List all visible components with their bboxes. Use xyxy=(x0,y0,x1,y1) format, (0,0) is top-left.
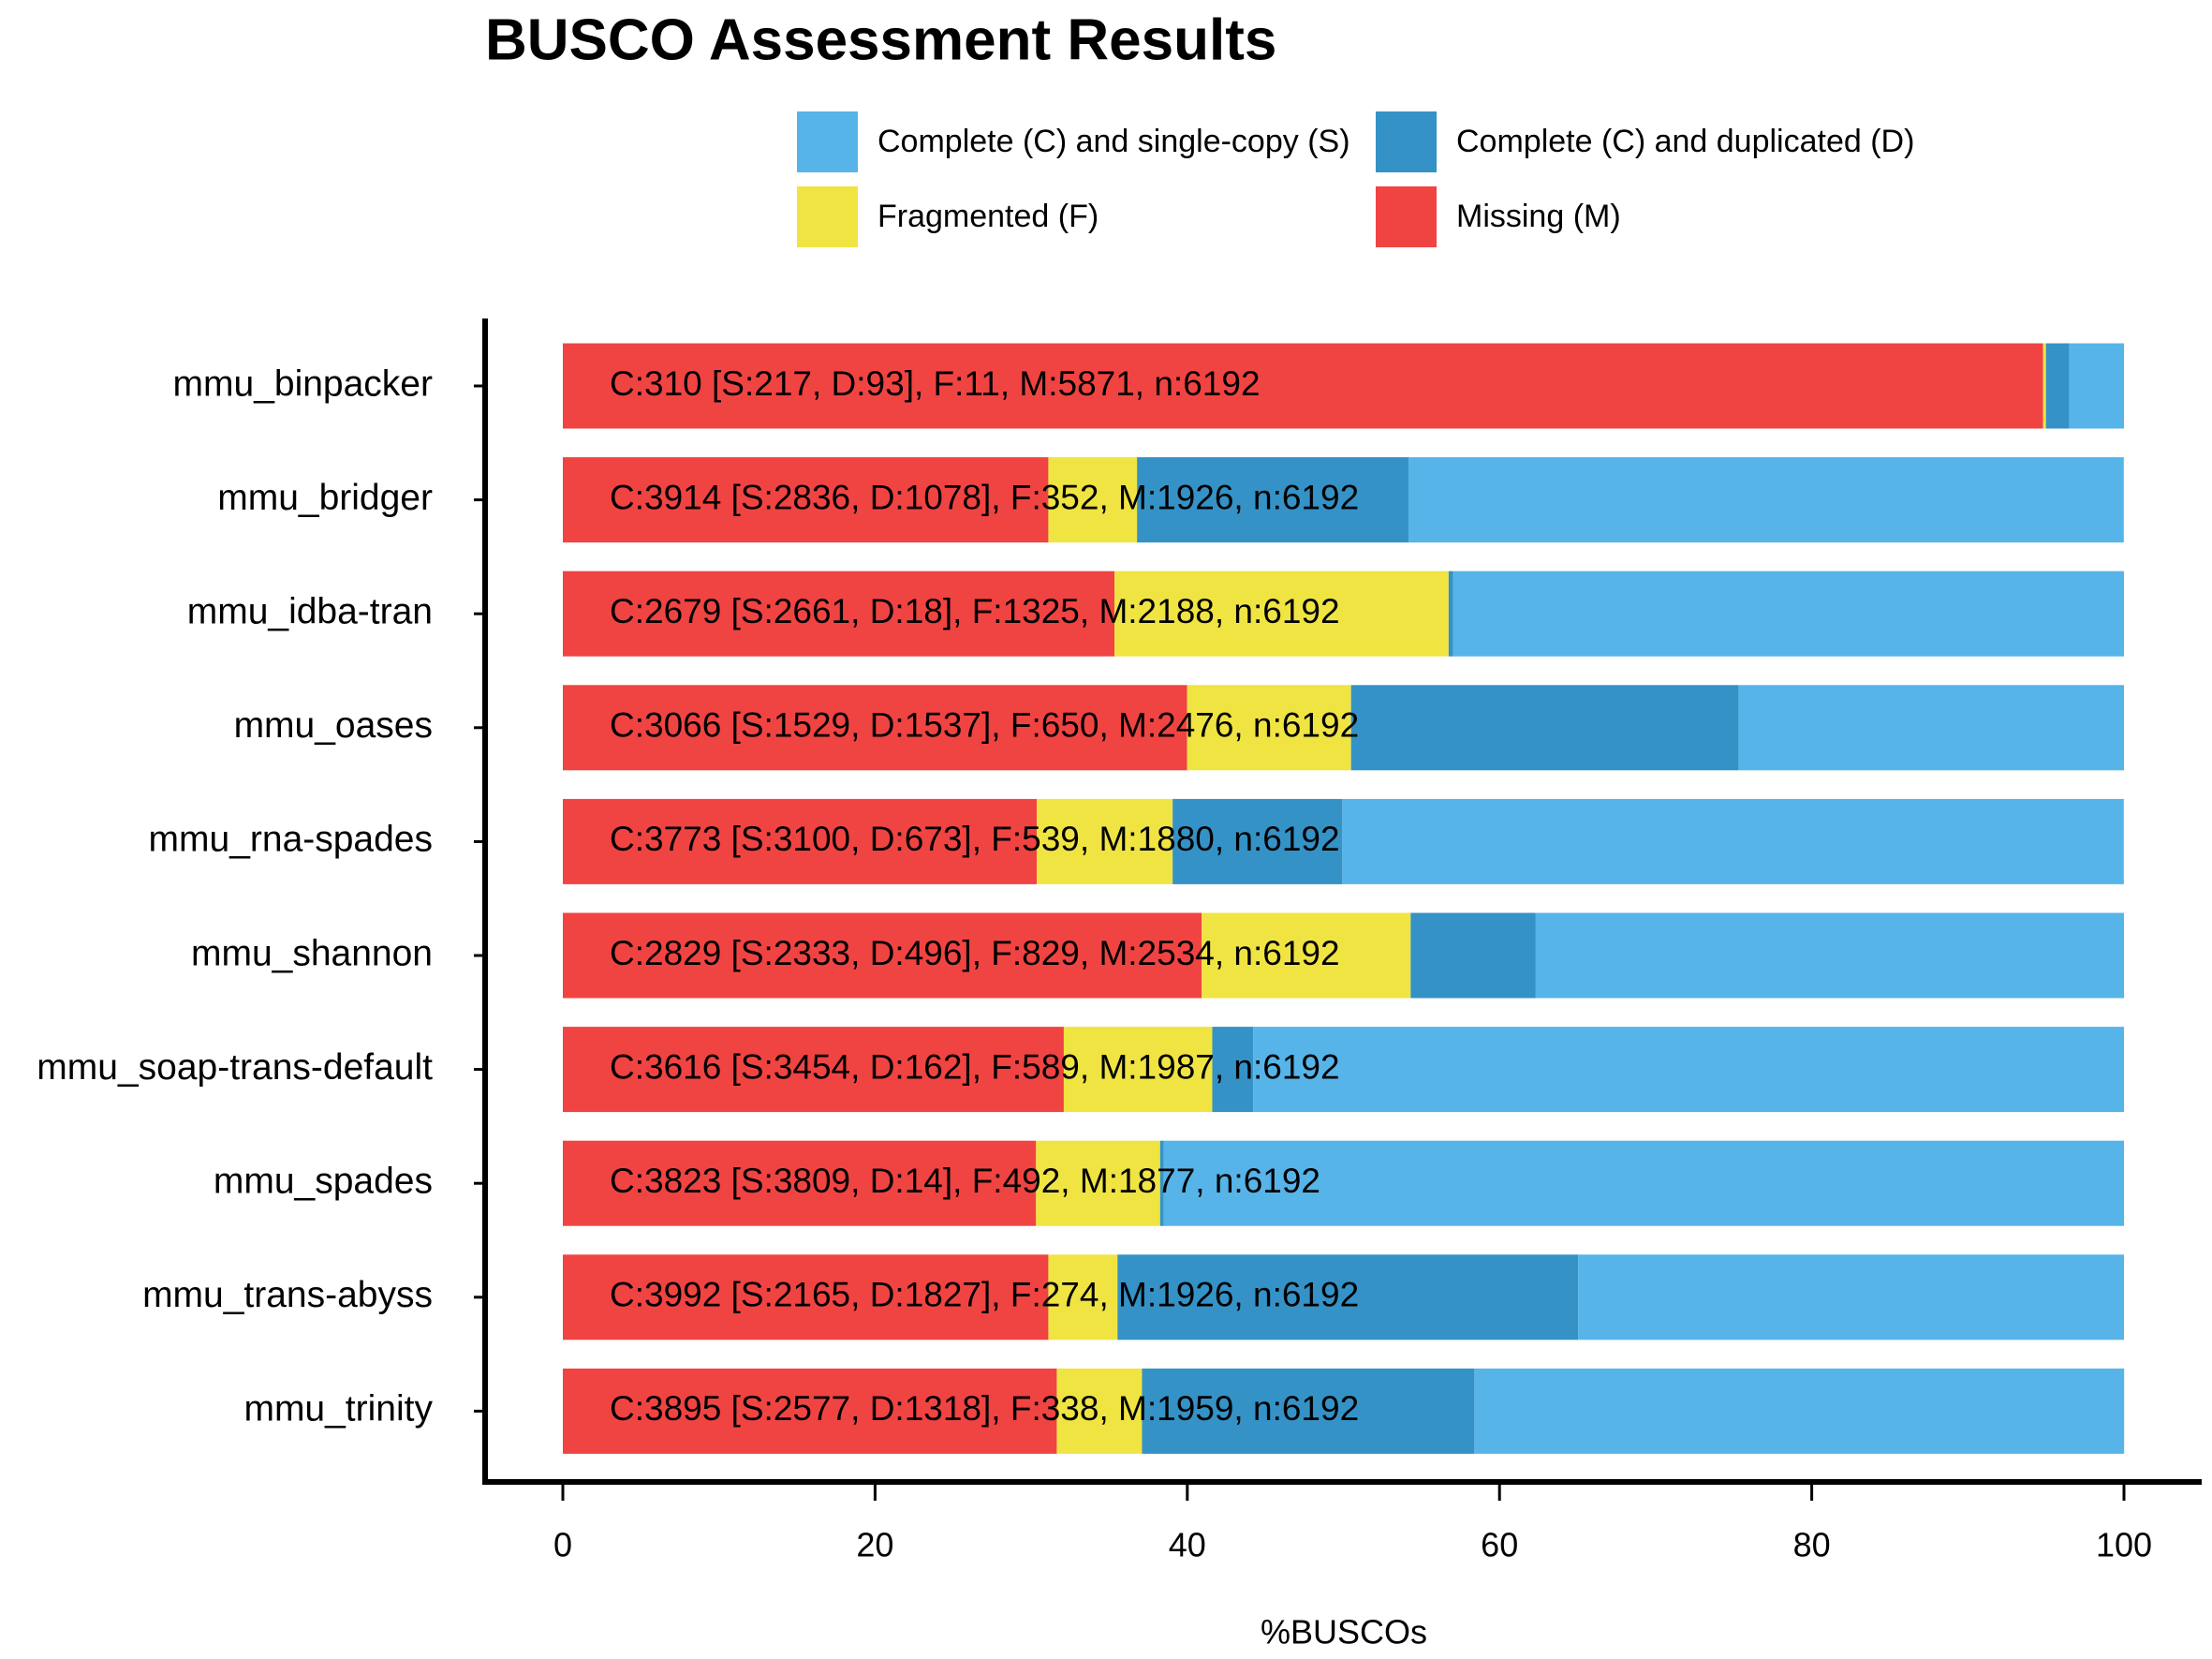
bar-segment xyxy=(1137,457,1409,543)
bar-segment xyxy=(1408,457,2124,543)
bar-segment xyxy=(1163,1140,2124,1226)
bar-segment xyxy=(563,798,1038,884)
y-tick-label: mmu_trans-abyss xyxy=(142,1275,433,1315)
bar-annotation: C:310 [S:217, D:93], F:11, M:5871, n:619… xyxy=(610,364,1261,403)
legend-swatch xyxy=(1376,111,1437,172)
legend-swatch xyxy=(797,186,858,247)
y-tick-label: mmu_bridger xyxy=(217,478,433,518)
x-axis-label: %BUSCOs xyxy=(1261,1613,1427,1652)
bar-segment xyxy=(2045,343,2070,429)
y-tick-label: mmu_rna-spades xyxy=(149,820,433,860)
bar-annotation: C:2679 [S:2661, D:18], F:1325, M:2188, n… xyxy=(610,592,1340,630)
y-tick-label: mmu_soap-trans-default xyxy=(37,1047,433,1088)
bar-segment xyxy=(1056,1368,1143,1454)
bar-segment xyxy=(563,343,2043,429)
y-tick-label: mmu_oases xyxy=(234,705,433,746)
bar-segment xyxy=(1036,1140,1160,1226)
bar-segment xyxy=(1342,798,2124,884)
bar-segment xyxy=(1410,912,1536,999)
bar-segment xyxy=(1172,798,1343,884)
bar-annotation: C:3066 [S:1529, D:1537], F:650, M:2476, … xyxy=(610,706,1359,745)
bar-segment xyxy=(1253,1027,2124,1113)
bar-segment xyxy=(1142,1368,1475,1454)
x-tick-label: 80 xyxy=(1793,1526,1831,1564)
bar-annotation: C:3823 [S:3809, D:14], F:492, M:1877, n:… xyxy=(610,1162,1320,1200)
bar-segment xyxy=(563,1027,1064,1113)
bar-segment xyxy=(563,570,1115,657)
bar-segment xyxy=(1738,685,2124,771)
bar-annotation: C:3895 [S:2577, D:1318], F:338, M:1959, … xyxy=(610,1389,1359,1428)
bar-segment xyxy=(563,1368,1057,1454)
bar-segment xyxy=(1159,1140,1164,1226)
bar-segment xyxy=(563,685,1187,771)
bar-segment xyxy=(2069,343,2124,429)
bar-segment xyxy=(563,912,1202,999)
bar-segment xyxy=(1448,570,1453,657)
legend-label: Fragmented (F) xyxy=(877,199,1099,234)
x-tick-label: 40 xyxy=(1169,1526,1206,1564)
bar-segment xyxy=(563,1140,1037,1226)
bar-segment xyxy=(1117,1254,1579,1341)
bar-annotation: C:2829 [S:2333, D:496], F:829, M:2534, n… xyxy=(610,934,1340,972)
bar-segment xyxy=(1048,1254,1118,1341)
y-tick-label: mmu_binpacker xyxy=(173,363,433,404)
legend-swatch xyxy=(1376,186,1437,247)
bar-annotation: C:3914 [S:2836, D:1078], F:352, M:1926, … xyxy=(610,478,1359,516)
bar-segment xyxy=(563,457,1049,543)
chart-title: BUSCO Assessment Results xyxy=(485,7,1276,72)
y-tick-label: mmu_idba-tran xyxy=(187,591,433,631)
bar-segment xyxy=(1114,570,1449,657)
x-tick-label: 60 xyxy=(1481,1526,1518,1564)
bar-segment xyxy=(1063,1027,1213,1113)
legend-label: Complete (C) and duplicated (D) xyxy=(1456,124,1914,159)
bar-segment xyxy=(1212,1027,1254,1113)
bar-annotation: C:3773 [S:3100, D:673], F:539, M:1880, n… xyxy=(610,820,1340,858)
x-tick-label: 0 xyxy=(553,1526,572,1564)
bar-segment xyxy=(1474,1368,2125,1454)
bar-segment xyxy=(1350,685,1739,771)
bar-segment xyxy=(1037,798,1173,884)
y-tick-label: mmu_spades xyxy=(214,1161,433,1201)
x-tick-label: 20 xyxy=(856,1526,893,1564)
x-tick-label: 100 xyxy=(2096,1526,2152,1564)
bar-segment xyxy=(1535,912,2124,999)
legend-swatch xyxy=(797,111,858,172)
bar-segment xyxy=(2042,343,2046,429)
legend-label: Missing (M) xyxy=(1456,199,1621,234)
legend-label: Complete (C) and single-copy (S) xyxy=(877,124,1350,159)
y-tick-label: mmu_trinity xyxy=(243,1389,433,1429)
bar-segment xyxy=(1453,570,2124,657)
bar-segment xyxy=(1578,1254,2124,1341)
bar-segment xyxy=(1202,912,1411,999)
bar-annotation: C:3992 [S:2165, D:1827], F:274, M:1926, … xyxy=(610,1276,1359,1314)
y-tick-label: mmu_shannon xyxy=(191,933,433,973)
bar-annotation: C:3616 [S:3454, D:162], F:589, M:1987, n… xyxy=(610,1047,1340,1086)
bar-segment xyxy=(1187,685,1351,771)
bar-segment xyxy=(563,1254,1049,1341)
bar-segment xyxy=(1048,457,1138,543)
